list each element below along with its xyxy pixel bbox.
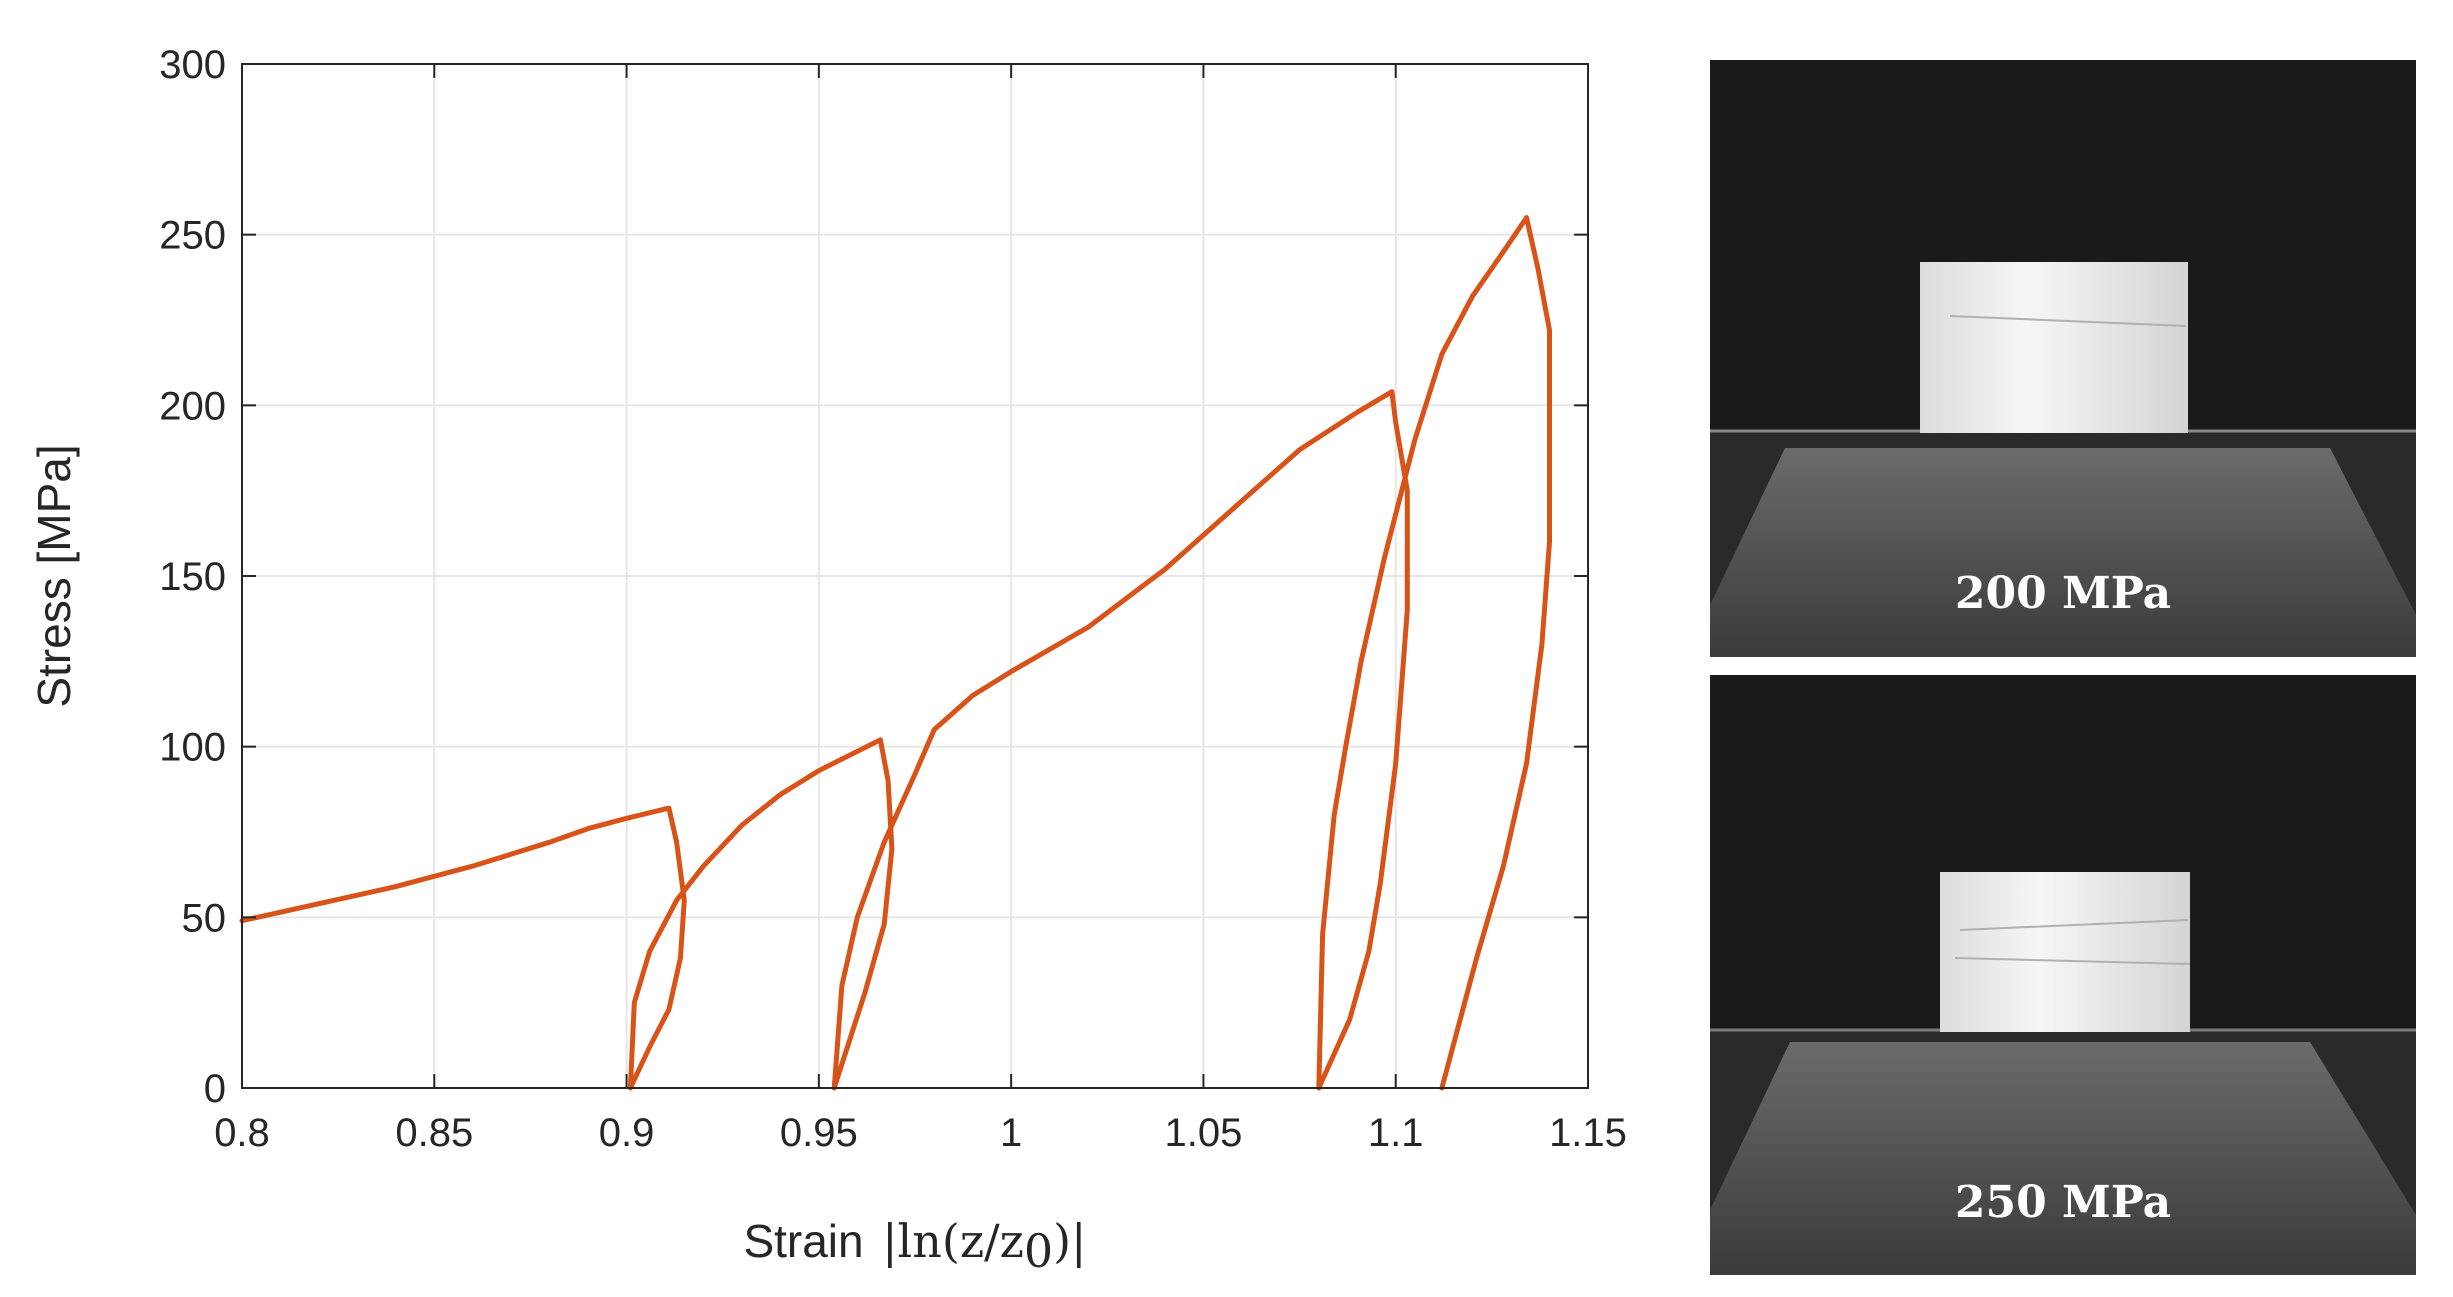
x-tick-label: 0.9 <box>599 1111 655 1155</box>
x-tick-label: 1.05 <box>1164 1111 1242 1155</box>
photo-label: 250 MPa <box>1955 1177 2171 1228</box>
x-tick-label: 1 <box>1000 1111 1022 1155</box>
x-tick-labels: 0.8 0.85 0.9 0.95 1 1.05 1.1 1.15 <box>214 1111 1627 1155</box>
x-tick-label: 0.95 <box>780 1111 858 1155</box>
sample <box>1940 872 2190 1032</box>
platform-top <box>1710 448 2416 657</box>
y-tick-labels: 0 50 100 150 200 250 300 <box>159 43 226 1111</box>
y-tick-label: 0 <box>204 1067 226 1111</box>
y-axis-title: Stress [MPa] <box>28 444 80 707</box>
photo-label: 200 MPa <box>1955 568 2171 619</box>
sample <box>1920 262 2188 433</box>
sample-crack <box>1954 957 2191 965</box>
photo-200mpa: 200 MPa <box>1710 60 2416 657</box>
x-tick-label: 0.8 <box>214 1111 270 1155</box>
y-tick-label: 100 <box>159 726 226 770</box>
x-axis-title: Strain |ln(z/z0)| <box>743 1214 1086 1278</box>
y-tick-label: 50 <box>182 896 227 940</box>
plot-area: 0.8 0.85 0.9 0.95 1 1.05 1.1 1.15 0 50 100 150 200 2… <box>159 43 1627 1155</box>
y-tick-label: 250 <box>159 214 226 258</box>
y-tick-label: 200 <box>159 384 226 428</box>
sample-crack <box>1949 315 2187 327</box>
photo-250mpa: 250 MPa <box>1710 675 2416 1275</box>
stress-strain-curve <box>239 215 1552 1091</box>
y-tick-label: 150 <box>159 555 226 599</box>
x-tick-label: 1.1 <box>1368 1111 1424 1155</box>
tick-marks <box>241 63 1589 1089</box>
platform-top <box>1710 1042 2416 1275</box>
y-tick-label: 300 <box>159 43 226 87</box>
x-tick-label: 1.15 <box>1549 1111 1627 1155</box>
sample-crack <box>1959 919 2189 931</box>
x-tick-label: 0.85 <box>395 1111 473 1155</box>
